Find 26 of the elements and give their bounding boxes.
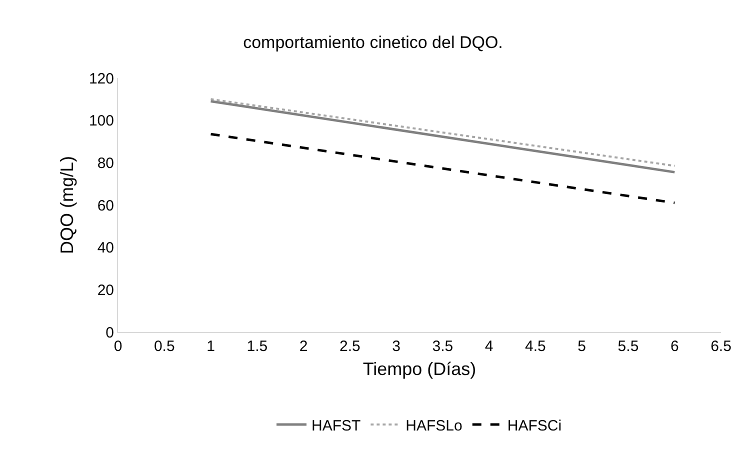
x-tick-label: 3.5 [432,338,454,355]
x-tick-label: 3 [392,338,400,355]
chart-title: comportamiento cinetico del DQO. [243,33,503,52]
legend-label: HAFSCi [507,417,562,434]
x-tick-label: 6.5 [710,338,732,355]
x-tick-label: 4.5 [525,338,546,355]
y-tick-label: 20 [97,282,114,299]
x-tick-label: 2 [299,338,308,355]
y-axis-title: DQO (mg/L) [57,156,78,254]
y-tick-label: 80 [97,154,114,172]
y-tick-label: 40 [97,240,114,257]
x-tick-label: 1 [206,338,215,355]
x-axis-title: Tiempo (Días) [362,359,476,380]
x-tick-label: 4 [484,338,494,355]
x-tick-label: 2.5 [339,338,360,355]
legend-label: HAFST [312,417,361,434]
y-tick-label: 60 [97,197,114,214]
y-tick-label: 120 [88,70,114,88]
x-tick-label: 0.5 [154,338,175,355]
x-tick-label: 5 [578,338,586,355]
y-tick-label: 0 [106,324,114,342]
y-tick-label: 100 [88,112,114,130]
legend-label: HAFSLo [406,417,462,434]
x-tick-label: 6 [670,338,679,355]
x-tick-label: 5.5 [618,338,639,355]
x-tick-label: 1.5 [246,338,268,355]
